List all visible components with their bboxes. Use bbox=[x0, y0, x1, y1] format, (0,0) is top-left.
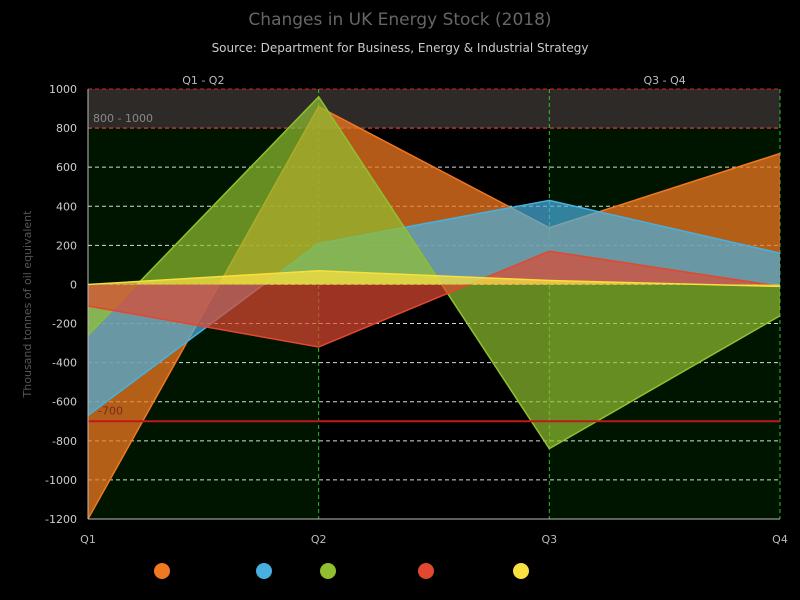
legend-marker-series-4[interactable] bbox=[418, 563, 434, 579]
series-5 bbox=[87, 270, 781, 288]
series-line bbox=[87, 250, 781, 348]
y-tick-label: -800 bbox=[52, 435, 77, 448]
y-plot-line-label: -700 bbox=[98, 404, 123, 417]
legend-marker-series-2[interactable] bbox=[256, 563, 272, 579]
series-line bbox=[87, 95, 781, 450]
y-tick-label: 600 bbox=[56, 161, 77, 174]
legend bbox=[0, 562, 800, 580]
y-tick-label: -400 bbox=[52, 357, 77, 370]
y-tick-label: -600 bbox=[52, 396, 77, 409]
x-plot-band-label: Q1 - Q2 bbox=[182, 74, 224, 87]
y-plot-band-label: 800 - 1000 bbox=[93, 112, 153, 125]
y-axis-title: Thousand tonnes of oil equivalent bbox=[21, 210, 34, 399]
y-tick-label: 1000 bbox=[49, 83, 77, 96]
y-tick-label: -1200 bbox=[45, 513, 77, 526]
series-line bbox=[87, 270, 781, 288]
x-tick-label: Q1 bbox=[80, 533, 96, 546]
series-area bbox=[88, 96, 780, 449]
legend-marker-series-3[interactable] bbox=[320, 563, 336, 579]
chart-title: Changes in UK Energy Stock (2018) bbox=[248, 10, 552, 30]
y-tick-label: 200 bbox=[56, 239, 77, 252]
y-tick-label: -200 bbox=[52, 318, 77, 331]
x-plot-band-label: Q3 - Q4 bbox=[644, 74, 686, 87]
chart-subtitle: Source: Department for Business, Energy … bbox=[211, 41, 589, 55]
x-tick-label: Q3 bbox=[541, 533, 557, 546]
series-area bbox=[88, 251, 780, 347]
y-tick-label: 0 bbox=[70, 278, 77, 291]
legend-marker-series-5[interactable] bbox=[513, 563, 529, 579]
x-tick-label: Q2 bbox=[311, 533, 327, 546]
series-line bbox=[87, 199, 781, 417]
y-tick-label: 800 bbox=[56, 122, 77, 135]
y-tick-label: 400 bbox=[56, 200, 77, 213]
y-tick-label: -1000 bbox=[45, 474, 77, 487]
legend-marker-series-1[interactable] bbox=[154, 563, 170, 579]
series-area bbox=[88, 200, 780, 416]
y-plot-band-0 bbox=[88, 89, 780, 129]
x-tick-label: Q4 bbox=[772, 533, 788, 546]
